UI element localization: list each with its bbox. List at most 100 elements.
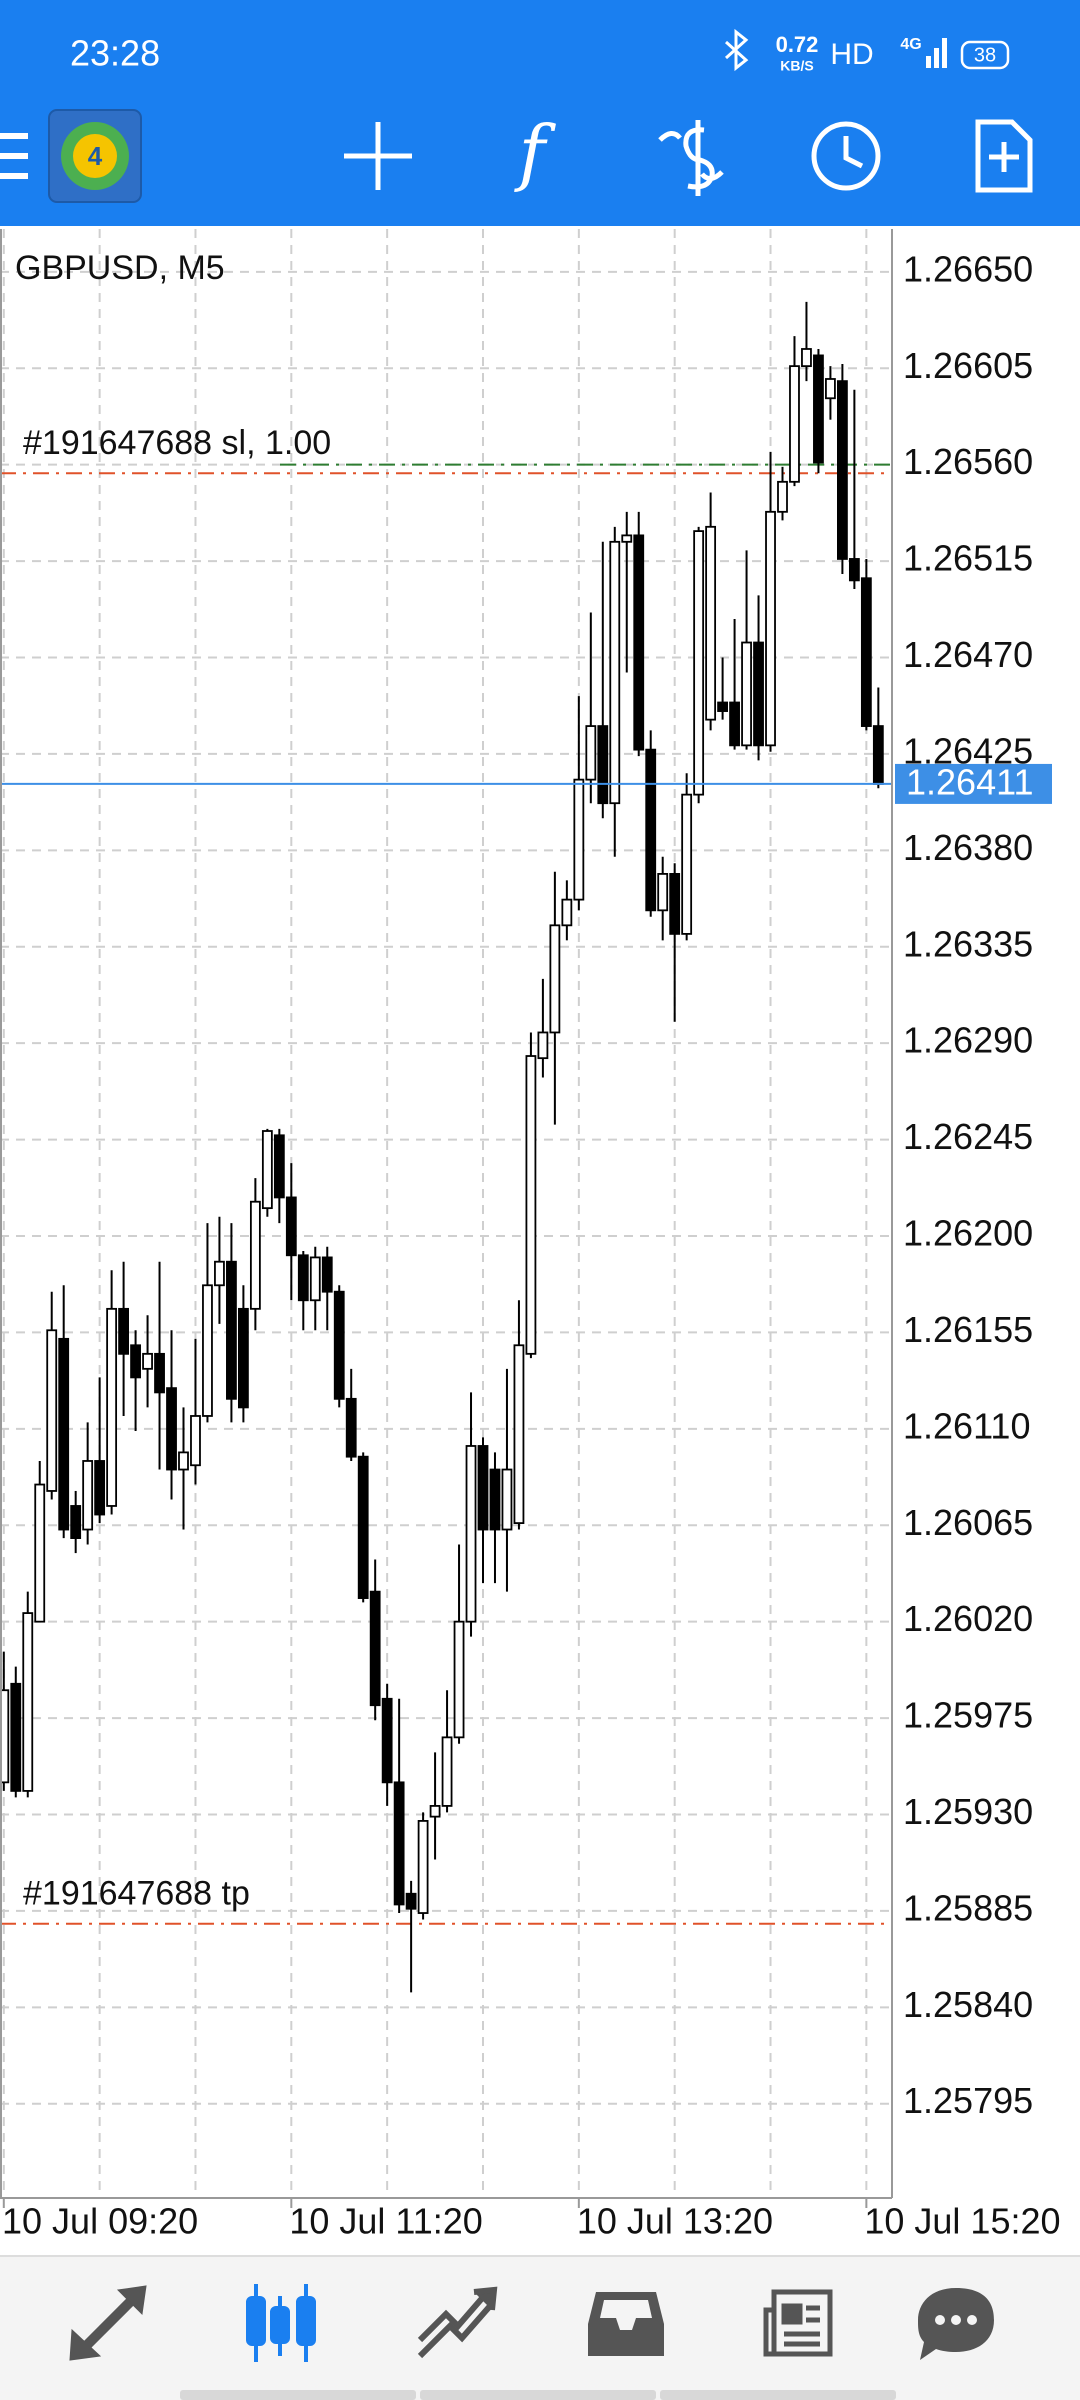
svg-text:4: 4 [88, 141, 103, 171]
candle-body [130, 1344, 141, 1379]
trade-button[interactable] [658, 120, 724, 196]
candle-body [477, 1445, 489, 1531]
candle-body [118, 1307, 129, 1355]
candle-body [202, 1284, 213, 1417]
candle-body [489, 1468, 501, 1531]
x-tick-label: 10 Jul 09:20 [2, 2201, 198, 2242]
candle-body [417, 1820, 429, 1914]
candle-body [154, 1352, 165, 1394]
y-tick-label: 1.26470 [903, 634, 1033, 675]
candle-body [190, 1415, 201, 1467]
y-tick-label: 1.26065 [903, 1502, 1033, 1543]
status-time: 23:28 [70, 33, 160, 74]
header-background [0, 0, 1080, 226]
nav-mailbox[interactable] [588, 2292, 664, 2356]
order-level-label: #191647688 sl, 1.00 [23, 424, 331, 462]
candle-body [58, 1337, 70, 1531]
candle-body [429, 1805, 441, 1818]
y-tick-label: 1.25930 [903, 1791, 1033, 1832]
candle-body [501, 1468, 513, 1531]
chart [0, 229, 892, 2198]
nav-trade-history[interactable] [417, 2286, 498, 2359]
candle-body [585, 725, 597, 781]
candle-body [70, 1505, 82, 1539]
signal-icon [926, 38, 947, 68]
candle-body [333, 1290, 345, 1400]
y-tick-label: 1.26200 [903, 1213, 1033, 1254]
menu-button[interactable] [0, 133, 28, 179]
candle-body [717, 701, 728, 712]
candle-body [705, 525, 717, 721]
x-tick-label: 10 Jul 11:20 [289, 2201, 482, 2242]
net-speed: 0.72 [776, 32, 819, 57]
candle-body [693, 530, 705, 796]
y-tick-label: 1.26650 [903, 248, 1033, 289]
network-type: 4G [900, 36, 921, 53]
nav-chat[interactable] [918, 2288, 994, 2360]
y-tick-label: 1.26605 [903, 345, 1033, 386]
candle-body [82, 1460, 94, 1531]
x-tick-label: 10 Jul 13:20 [577, 2201, 773, 2242]
y-tick-label: 1.26380 [903, 827, 1033, 868]
candle-body [669, 873, 681, 935]
candle-body [273, 1134, 285, 1199]
new-order-button[interactable] [975, 119, 1033, 193]
nav-chart[interactable] [246, 2284, 316, 2362]
app-logo[interactable]: 4 [48, 109, 142, 203]
crosshair-button[interactable] [344, 122, 412, 190]
nav-news[interactable] [763, 2289, 833, 2357]
y-tick-label: 1.25885 [903, 1887, 1033, 1928]
candle-body [393, 1781, 405, 1906]
x-tick-label: 10 Jul 15:20 [864, 2201, 1060, 2242]
candle-body [777, 480, 788, 513]
candle-body [848, 558, 860, 582]
candle-body [801, 348, 812, 368]
candle-body [249, 1200, 261, 1310]
candle-body [753, 641, 764, 747]
candle-body [297, 1254, 309, 1302]
bluetooth-icon [724, 28, 749, 72]
candle-body [369, 1590, 381, 1707]
candle-body [872, 725, 884, 785]
candle-body [0, 1689, 10, 1784]
history-button[interactable] [811, 121, 881, 191]
candle-body [513, 1344, 525, 1524]
battery-level: 38 [974, 44, 996, 66]
candle-body [94, 1460, 106, 1516]
candle-body [453, 1620, 465, 1739]
candle-body [765, 510, 776, 747]
candle-body [741, 641, 752, 747]
candle-body [837, 380, 848, 560]
candle-body [525, 1055, 537, 1355]
candle-body [357, 1455, 369, 1599]
y-tick-label: 1.26110 [903, 1405, 1030, 1446]
candle-body [10, 1682, 22, 1792]
candle-body [106, 1307, 118, 1507]
y-tick-label: 1.25795 [903, 2080, 1033, 2121]
candle-body [237, 1307, 249, 1409]
candle-body [537, 1031, 549, 1060]
candle-body [621, 534, 633, 543]
candle-body [825, 378, 836, 400]
candle-body [465, 1445, 477, 1623]
candle-body [22, 1612, 34, 1792]
y-tick-label: 1.26335 [903, 923, 1033, 964]
y-tick-label: 1.26560 [903, 441, 1033, 482]
candle-body [441, 1736, 453, 1807]
candle-body [309, 1256, 321, 1302]
y-tick-label: 1.26245 [903, 1116, 1033, 1157]
candle-body [573, 778, 585, 901]
candle-body [681, 793, 693, 935]
candle-body [657, 873, 669, 912]
candle-body [34, 1483, 46, 1623]
gesture-bar [180, 2390, 896, 2400]
candle-body [729, 701, 740, 747]
hd-indicator: HD [830, 38, 873, 71]
nav-trade[interactable] [69, 2285, 147, 2361]
candle-body [609, 540, 621, 805]
candle-body [645, 748, 657, 912]
candle-body [321, 1256, 333, 1293]
y-tick-label: 1.25840 [903, 1984, 1033, 2025]
candle-body [345, 1397, 357, 1458]
